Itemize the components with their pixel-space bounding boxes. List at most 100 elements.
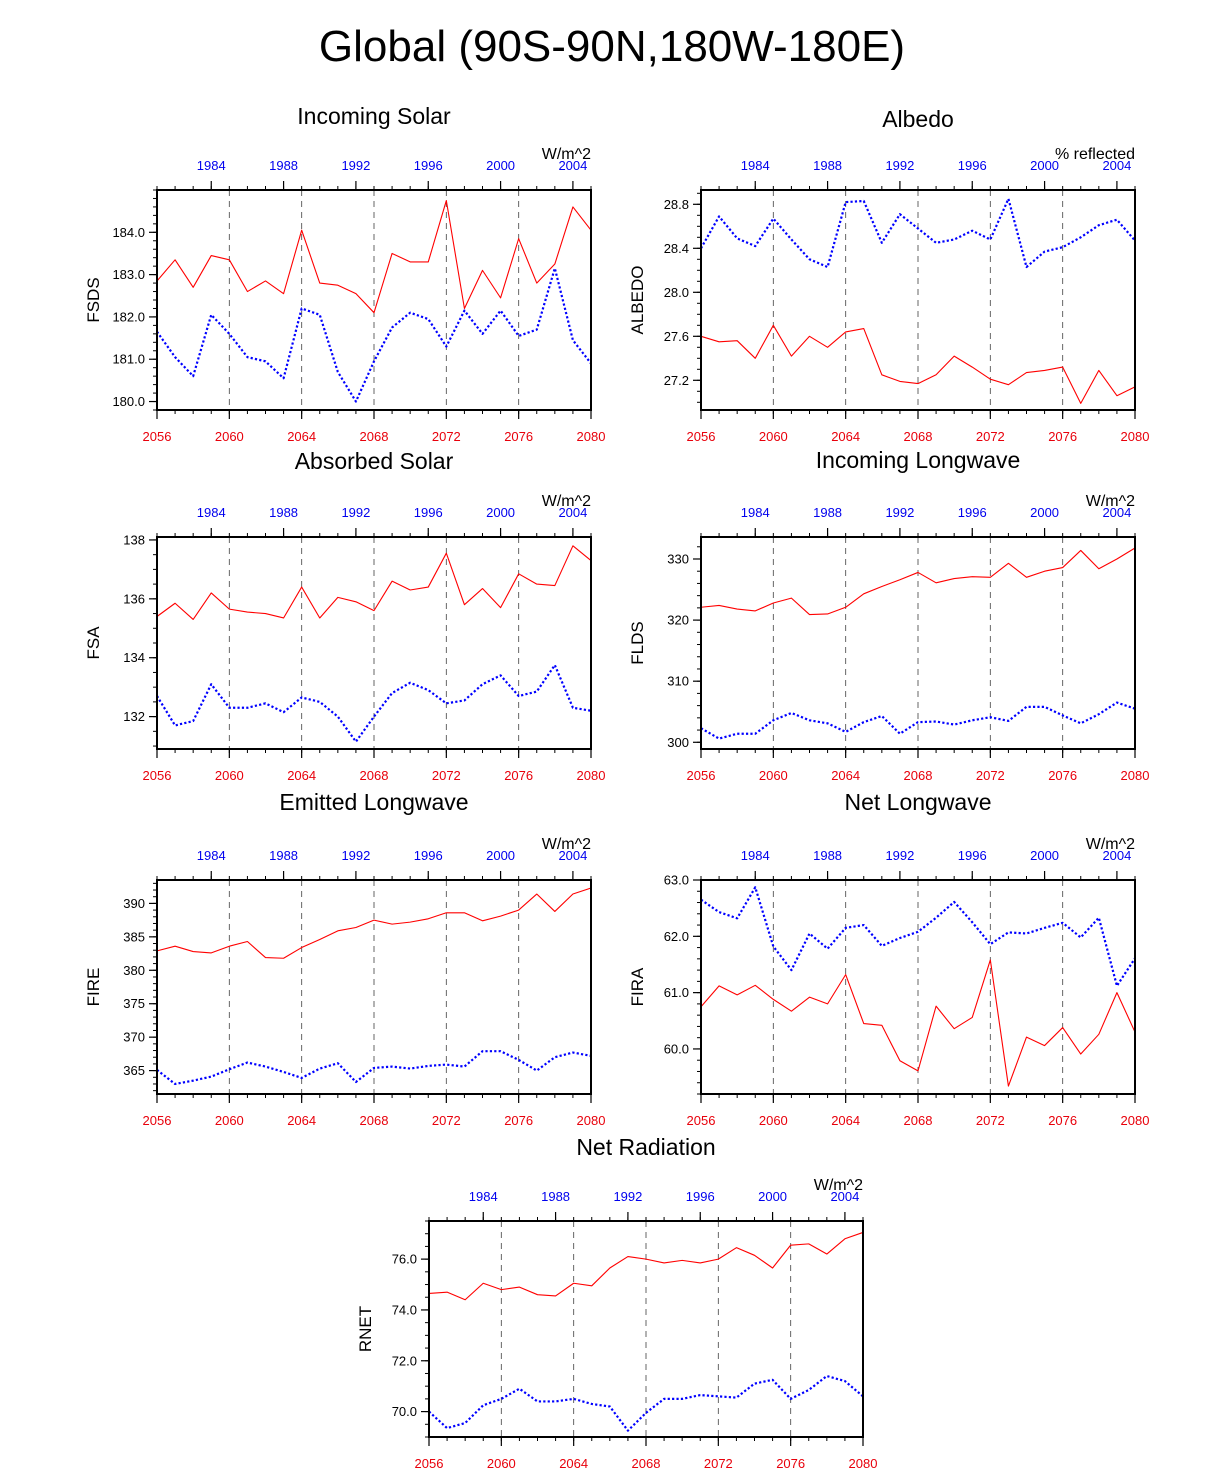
panel-incoming-longwave: Incoming Longwave W/m^2 FLDS 300 310 320 330 20… — [628, 447, 1149, 783]
x-top-tick-label: 1984 — [741, 158, 770, 173]
x-bottom-tick-label: 2072 — [704, 1456, 733, 1471]
x-bottom-tick-label: 2068 — [360, 768, 389, 783]
y-tick-label: 134 — [123, 650, 145, 665]
x-top-tick-label: 1984 — [197, 505, 226, 520]
x-bottom-tick-label: 2080 — [1121, 768, 1150, 783]
y-tick-label: 27.6 — [664, 329, 689, 344]
x-bottom-tick-label: 2060 — [215, 1113, 244, 1128]
x-top-tick-label: 1988 — [813, 505, 842, 520]
series-line-case1 — [156, 200, 592, 314]
x-top-tick-label: 1988 — [269, 158, 298, 173]
y-tick-label: 28.0 — [664, 285, 689, 300]
y-tick-label: 380 — [123, 963, 145, 978]
series-line-case2 — [156, 267, 592, 403]
y-tick-label: 182.0 — [112, 309, 145, 324]
x-top-tick-label: 1992 — [885, 158, 914, 173]
panel-title: Emitted Longwave — [279, 789, 468, 815]
plot-frame — [700, 879, 1136, 1095]
x-bottom-tick-label: 2064 — [559, 1456, 588, 1471]
x-top-tick-label: 2004 — [830, 1189, 859, 1204]
x-bottom-tick-label: 2072 — [432, 1113, 461, 1128]
y-tick-label: 330 — [667, 551, 689, 566]
units-label: W/m^2 — [542, 146, 591, 163]
y-axis-label: FSA — [84, 626, 103, 660]
y-tick-label: 184.0 — [112, 225, 145, 240]
x-top-tick-label: 1988 — [269, 505, 298, 520]
series-line-case2 — [700, 886, 1136, 987]
x-top-tick-label: 1992 — [613, 1189, 642, 1204]
units-label: W/m^2 — [1086, 836, 1135, 853]
x-top-tick-label: 1996 — [958, 505, 987, 520]
x-bottom-tick-label: 2068 — [632, 1456, 661, 1471]
y-axis-label: RNET — [356, 1306, 375, 1352]
panel-title: Albedo — [882, 106, 954, 132]
y-tick-label: 310 — [667, 674, 689, 689]
x-bottom-tick-label: 2060 — [215, 768, 244, 783]
y-tick-label: 28.8 — [664, 197, 689, 212]
panel-absorbed-solar: Absorbed Solar W/m^2 FSA 132 134 136 138 2056 20… — [84, 448, 605, 783]
x-top-tick-label: 2000 — [1030, 158, 1059, 173]
x-top-tick-label: 1996 — [958, 158, 987, 173]
x-top-tick-label: 2000 — [486, 505, 515, 520]
x-bottom-tick-label: 2056 — [143, 429, 172, 444]
x-bottom-tick-label: 2080 — [577, 1113, 606, 1128]
y-tick-label: 390 — [123, 896, 145, 911]
x-top-tick-label: 2004 — [1102, 848, 1131, 863]
plot-frame — [428, 1220, 864, 1438]
x-bottom-tick-label: 2080 — [577, 768, 606, 783]
x-top-tick-label: 1996 — [958, 848, 987, 863]
x-top-tick-label: 1996 — [414, 158, 443, 173]
plot-frame — [156, 536, 592, 750]
x-bottom-tick-label: 2060 — [759, 1113, 788, 1128]
units-label: % reflected — [1055, 146, 1135, 163]
plot-frame — [700, 189, 1136, 411]
series-line-case2 — [156, 1050, 592, 1086]
x-bottom-tick-label: 2056 — [143, 1113, 172, 1128]
x-bottom-tick-label: 2080 — [1121, 429, 1150, 444]
series-line-case1 — [428, 1231, 864, 1301]
series-line-case2 — [428, 1374, 864, 1432]
x-top-tick-label: 1988 — [269, 848, 298, 863]
x-top-tick-label: 2004 — [558, 505, 587, 520]
x-top-tick-label: 1992 — [885, 505, 914, 520]
panel-incoming-solar: Incoming Solar W/m^2 FSDS 180.0 181.0 182.0 18… — [84, 103, 605, 444]
x-bottom-tick-label: 2068 — [360, 1113, 389, 1128]
x-top-tick-label: 1992 — [885, 848, 914, 863]
x-bottom-tick-label: 2064 — [831, 1113, 860, 1128]
x-top-tick-label: 2000 — [758, 1189, 787, 1204]
panel-title: Net Radiation — [576, 1134, 715, 1160]
y-tick-label: 72.0 — [392, 1353, 417, 1368]
x-top-tick-label: 2000 — [486, 848, 515, 863]
x-top-tick-label: 1992 — [341, 848, 370, 863]
x-bottom-tick-label: 2076 — [504, 1113, 533, 1128]
units-label: W/m^2 — [542, 836, 591, 853]
panel-title: Net Longwave — [844, 789, 991, 815]
panel-albedo: Albedo % reflected ALBEDO 27.2 27.6 28.0 28.4 2… — [628, 106, 1149, 444]
x-top-tick-label: 1984 — [741, 848, 770, 863]
y-axis-label: FLDS — [628, 621, 647, 664]
x-top-tick-label: 1996 — [414, 848, 443, 863]
x-bottom-tick-label: 2064 — [287, 429, 316, 444]
x-bottom-tick-label: 2076 — [1048, 768, 1077, 783]
plot-frame — [156, 879, 592, 1095]
x-bottom-tick-label: 2080 — [849, 1456, 878, 1471]
x-top-tick-label: 1984 — [741, 505, 770, 520]
plot-frame — [156, 189, 592, 411]
y-tick-label: 63.0 — [664, 873, 689, 888]
x-bottom-tick-label: 2068 — [360, 429, 389, 444]
y-tick-label: 181.0 — [112, 352, 145, 367]
x-top-tick-label: 2004 — [1102, 505, 1131, 520]
x-bottom-tick-label: 2056 — [687, 768, 716, 783]
y-tick-label: 180.0 — [112, 394, 145, 409]
y-tick-label: 365 — [123, 1063, 145, 1078]
y-axis-label: FSDS — [84, 277, 103, 322]
y-tick-label: 375 — [123, 996, 145, 1011]
x-bottom-tick-label: 2076 — [1048, 429, 1077, 444]
x-top-tick-label: 2000 — [1030, 848, 1059, 863]
x-top-tick-label: 1984 — [469, 1189, 498, 1204]
units-label: W/m^2 — [814, 1177, 863, 1194]
y-tick-label: 136 — [123, 591, 145, 606]
x-top-tick-label: 1992 — [341, 505, 370, 520]
x-bottom-tick-label: 2060 — [759, 768, 788, 783]
x-bottom-tick-label: 2064 — [831, 429, 860, 444]
